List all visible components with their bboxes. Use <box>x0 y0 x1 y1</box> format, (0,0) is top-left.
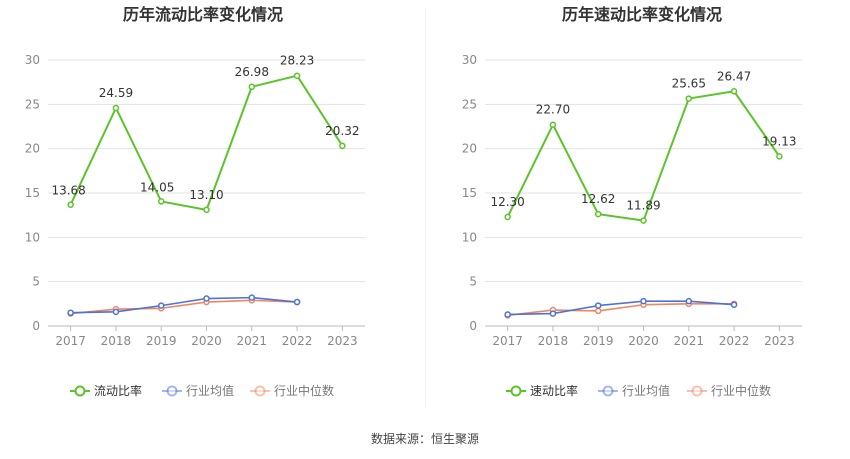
chart-panel-1: 历年流动比率变化情况 0 5 10 15 20 25 30 2017 2018 2019 2020 20… <box>25 5 365 398</box>
series-line-industry-median <box>70 299 298 315</box>
series-line-industry-avg <box>70 296 298 314</box>
data-point <box>157 198 165 205</box>
y-tick-label: 10 <box>25 230 40 244</box>
y-tick-label: 30 <box>25 53 40 67</box>
y-tick-label: 0 <box>32 319 40 333</box>
data-point <box>730 301 738 308</box>
data-label: 22.70 <box>536 103 570 117</box>
legend-item: 行业均值 <box>162 383 234 398</box>
y-tick-label: 15 <box>462 186 477 200</box>
data-point <box>112 104 120 112</box>
legend-item: 行业均值 <box>598 383 670 398</box>
chart-panel-2: 历年速动比率变化情况 0 5 10 15 20 25 30 2017 2018 2019 2020 20… <box>462 5 802 398</box>
data-label: 14.05 <box>140 180 174 194</box>
legend-label: 行业中位数 <box>711 383 771 398</box>
data-label: 20.32 <box>325 124 359 138</box>
data-point <box>594 307 602 315</box>
data-point <box>293 72 301 79</box>
data-label: 13.68 <box>51 184 85 198</box>
legend-label: 速动比率 <box>530 383 578 398</box>
panel-divider <box>425 8 426 408</box>
y-tick-label: 15 <box>25 186 40 200</box>
data-point <box>157 302 165 309</box>
data-source-label: 数据来源：恒生聚源 <box>370 432 479 446</box>
x-tick-label: 2018 <box>538 334 569 348</box>
data-point <box>248 83 256 91</box>
legend-swatch-marker <box>691 385 703 397</box>
series-line-industry-median <box>507 303 735 317</box>
legend-swatch-marker <box>166 385 178 397</box>
data-label: 13.10 <box>189 188 223 202</box>
data-point <box>504 311 511 318</box>
y-tick-label: 5 <box>469 275 477 289</box>
data-point <box>203 206 210 214</box>
data-label: 12.30 <box>490 195 524 209</box>
y-tick-label: 25 <box>25 97 40 111</box>
data-point <box>640 297 647 305</box>
x-tick-label: 2017 <box>492 334 523 348</box>
x-tick-label: 2021 <box>674 334 705 348</box>
legend-item: 行业中位数 <box>687 383 771 398</box>
x-tick-label: 2019 <box>583 334 614 348</box>
data-point <box>248 294 256 301</box>
data-label: 11.89 <box>626 199 660 213</box>
data-point <box>112 308 120 316</box>
data-point <box>293 298 301 306</box>
data-point <box>685 297 693 305</box>
x-tick-label: 2022 <box>719 334 750 348</box>
data-label: 12.62 <box>581 192 615 206</box>
data-point <box>594 210 602 218</box>
data-label: 26.98 <box>235 65 269 79</box>
legend-item: 速动比率 <box>506 383 578 398</box>
legend-swatch-marker <box>602 385 614 397</box>
series-line-industry-avg <box>507 300 735 316</box>
y-tick-label: 5 <box>32 275 40 289</box>
data-point <box>776 153 783 160</box>
x-tick-label: 2023 <box>327 334 358 348</box>
data-label: 19.13 <box>762 134 796 148</box>
chart-title: 历年流动比率变化情况 <box>123 5 283 24</box>
data-point <box>67 309 74 316</box>
data-label: 24.59 <box>99 86 133 100</box>
legend-item: 行业中位数 <box>250 383 334 398</box>
x-tick-label: 2018 <box>101 334 132 348</box>
y-tick-label: 10 <box>462 230 477 244</box>
legend-item: 流动比率 <box>70 383 142 398</box>
legend-swatch-marker <box>510 385 522 397</box>
data-point <box>594 302 602 309</box>
x-tick-label: 2022 <box>282 334 313 348</box>
data-point <box>67 201 74 208</box>
y-tick-label: 20 <box>462 142 477 156</box>
data-point <box>730 88 738 95</box>
x-tick-label: 2020 <box>191 334 222 348</box>
data-point <box>339 142 346 150</box>
data-point <box>504 213 511 221</box>
legend-label: 流动比率 <box>94 383 142 398</box>
data-point <box>640 217 647 224</box>
x-tick-label: 2019 <box>146 334 177 348</box>
data-label: 25.65 <box>672 77 706 91</box>
legend-label: 行业均值 <box>186 383 234 398</box>
data-point <box>685 95 693 102</box>
data-point <box>203 295 210 302</box>
y-tick-label: 30 <box>462 53 477 67</box>
chart-title: 历年速动比率变化情况 <box>562 5 722 24</box>
x-tick-label: 2017 <box>55 334 86 348</box>
legend-swatch-marker <box>254 385 266 397</box>
data-point <box>549 121 557 128</box>
y-tick-label: 20 <box>25 142 40 156</box>
legend-label: 行业均值 <box>622 383 670 398</box>
x-tick-label: 2020 <box>628 334 659 348</box>
y-tick-label: 0 <box>469 319 477 333</box>
y-tick-label: 25 <box>462 97 477 111</box>
x-tick-label: 2023 <box>764 334 795 348</box>
data-label: 26.47 <box>717 69 751 83</box>
data-point <box>549 310 557 317</box>
legend-label: 行业中位数 <box>274 383 334 398</box>
legend-swatch-marker <box>74 385 86 397</box>
data-label: 28.23 <box>280 54 314 68</box>
x-tick-label: 2021 <box>237 334 268 348</box>
